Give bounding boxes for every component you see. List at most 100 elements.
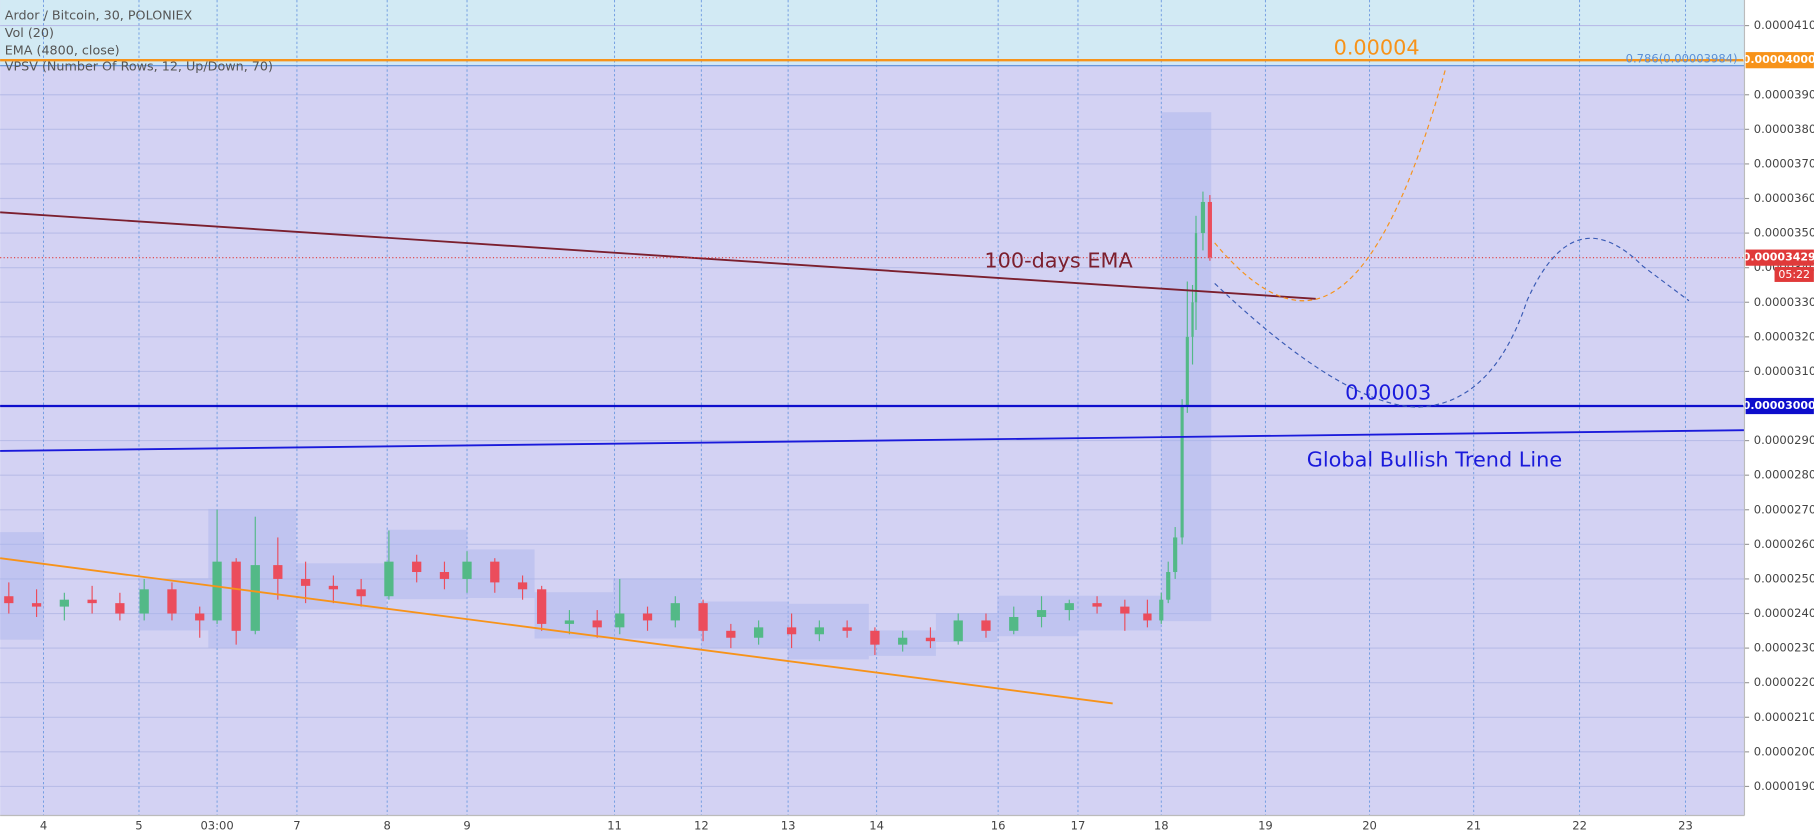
- y-tick-label: 0.00002700: [1754, 502, 1814, 516]
- x-tick-label: 11: [607, 818, 622, 832]
- x-tick-label: 22: [1572, 818, 1587, 832]
- y-tick-label: 0.00002900: [1754, 433, 1814, 447]
- x-tick-label: 7: [293, 818, 300, 832]
- x-tick-label: 19: [1258, 818, 1273, 832]
- vpsv-box: [613, 578, 702, 639]
- candle-body: [870, 630, 880, 645]
- y-tick-label: 0.00003500: [1754, 226, 1814, 240]
- candle-body: [1143, 613, 1152, 621]
- chart-title: Ardor / Bitcoin, 30, POLONIEX: [5, 8, 193, 23]
- candle-body: [490, 561, 500, 583]
- indicator-label: Vol (20): [5, 25, 54, 40]
- candle-body: [592, 620, 602, 628]
- candle-body: [615, 613, 625, 628]
- vpsv-box: [701, 601, 788, 648]
- vpsv-box: [0, 532, 45, 640]
- candle-body: [31, 603, 42, 607]
- candle-body: [1036, 610, 1047, 617]
- candle-body: [439, 572, 450, 579]
- y-tick-label: 0.00002000: [1754, 744, 1814, 758]
- candle-body: [195, 613, 205, 621]
- candle-body: [814, 627, 824, 635]
- vpsv-box: [534, 592, 614, 639]
- candle-body: [1200, 201, 1206, 234]
- candle-body: [384, 561, 394, 597]
- plot-area: [0, 0, 1745, 816]
- fib-label: 0.786(0.00003984): [1626, 51, 1738, 65]
- candle-body: [786, 627, 797, 635]
- marks: [0, 59, 1745, 705]
- candle-body: [925, 637, 936, 642]
- annotation: 100-days EMA: [984, 248, 1133, 272]
- candle-body: [300, 578, 311, 586]
- y-tick-label: 0.00003100: [1754, 364, 1814, 378]
- projection-path: [1214, 66, 1447, 302]
- candle-body: [753, 627, 764, 638]
- y-tick-label: 0.00003600: [1754, 191, 1814, 205]
- y-tick-label: 0.00002600: [1754, 537, 1814, 551]
- y-tick-label: 0.00002400: [1754, 606, 1814, 620]
- annotation: 0.00004: [1334, 36, 1420, 60]
- candle-body: [87, 599, 97, 604]
- candle-body: [1166, 572, 1171, 600]
- x-tick-label: 20: [1362, 818, 1377, 832]
- candle-body: [1185, 336, 1189, 407]
- x-tick-label: 18: [1154, 818, 1169, 832]
- candle-body: [1092, 603, 1102, 607]
- price-tag-label: 0.00003000: [1743, 399, 1814, 412]
- labels: 0.00001900 0.00002000 0.00002100 0.00002200…: [40, 18, 1814, 832]
- countdown-label: 05:22: [1778, 268, 1810, 281]
- y-tick-label: 0.00003900: [1754, 87, 1814, 101]
- projection-path: [1214, 237, 1690, 408]
- y-tick-label: 0.00003800: [1754, 122, 1814, 136]
- y-tick-label: 0.00002500: [1754, 571, 1814, 585]
- vpsv-box: [386, 529, 468, 600]
- candle-body: [1159, 599, 1164, 621]
- candle-body: [4, 596, 14, 604]
- annotation: Global Bullish Trend Line: [1307, 447, 1562, 471]
- price-tag-label: 0.00004000: [1743, 53, 1814, 66]
- candle-body: [167, 589, 177, 614]
- candle-body: [642, 613, 653, 621]
- y-tick-label: 0.00002200: [1754, 675, 1814, 689]
- candle-body: [537, 589, 547, 624]
- candle-body: [231, 561, 241, 631]
- vpsv-box: [787, 603, 869, 660]
- candle-body: [1194, 233, 1198, 303]
- candle-body: [1173, 537, 1178, 573]
- x-tick-label: 21: [1466, 818, 1481, 832]
- candle-body: [1207, 201, 1212, 258]
- x-tick-label: 17: [1071, 818, 1086, 832]
- vpsv-box: [467, 549, 535, 599]
- x-tick-label: 23: [1678, 818, 1693, 832]
- candle-body: [115, 603, 125, 614]
- y-tick-label: 0.00002300: [1754, 641, 1814, 655]
- candle-body: [953, 620, 963, 642]
- candle-body: [273, 565, 283, 579]
- indicator-label: EMA (4800, close): [5, 42, 120, 57]
- y-tick-label: 0.00002800: [1754, 468, 1814, 482]
- x-tick-label: 9: [463, 818, 470, 832]
- candle-body: [462, 561, 472, 579]
- candle-body: [1009, 616, 1019, 631]
- candle-body: [250, 565, 260, 631]
- candle-body: [698, 603, 708, 631]
- x-tick-label: 14: [869, 818, 884, 832]
- candle-body: [517, 582, 528, 590]
- candle-body: [670, 603, 680, 621]
- y-tick-label: 0.00003200: [1754, 329, 1814, 343]
- price-tag-label: 0.00003429: [1743, 251, 1814, 264]
- x-tick-label: 4: [40, 818, 47, 832]
- candle-body: [726, 630, 736, 638]
- x-tick-label: 16: [991, 818, 1006, 832]
- candle-body: [328, 585, 339, 590]
- candle-body: [139, 589, 149, 614]
- candle-body: [1064, 603, 1074, 611]
- candle-body: [1191, 302, 1194, 337]
- candle-body: [842, 627, 852, 631]
- y-tick-label: 0.00002100: [1754, 710, 1814, 724]
- price-tag: [1745, 249, 1814, 266]
- price-tag: [1745, 52, 1814, 69]
